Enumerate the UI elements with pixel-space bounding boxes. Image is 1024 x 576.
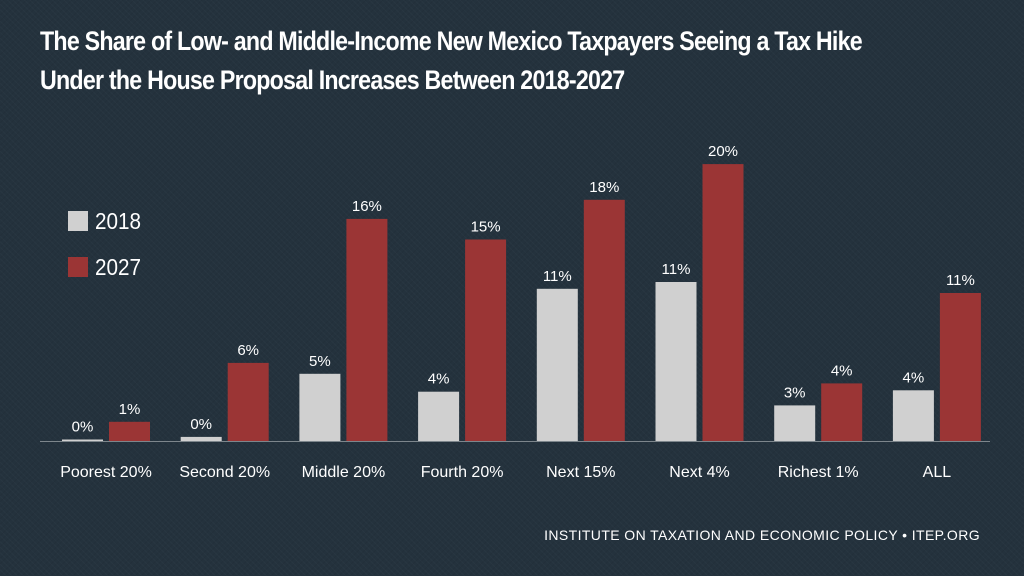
value-label-2027-poorest-20pct: 1% bbox=[119, 401, 141, 418]
legend-swatch-2018 bbox=[68, 211, 88, 231]
value-label-2027-middle-20pct: 16% bbox=[352, 198, 382, 215]
category-labels-group: Poorest 20% Second 20% Middle 20% Fourth 20… bbox=[60, 464, 951, 481]
legend-item-2018: 2018 bbox=[68, 206, 146, 236]
bar-2027-poorest-20pct bbox=[109, 421, 150, 441]
bars-group bbox=[62, 164, 981, 441]
value-label-2018-fourth-20pct: 4% bbox=[428, 371, 450, 388]
value-label-2027-next-15pct: 18% bbox=[589, 179, 619, 196]
category-label-next-4pct: Next 4% bbox=[669, 464, 729, 481]
value-label-2018-richest-1pct: 3% bbox=[784, 384, 806, 401]
chart-legend: 2018 2027 bbox=[68, 206, 146, 298]
bar-2018-poorest-20pct bbox=[62, 439, 103, 441]
value-labels-group: 0% 1% 0% 6% 5% 16% 4% 15% 11% 18% 11% 20% 3% 4% 4% 11% bbox=[72, 143, 975, 435]
category-label-middle-20pct: Middle 20% bbox=[302, 464, 386, 481]
bar-2027-next-4pct bbox=[702, 164, 744, 441]
legend-label-2027: 2027 bbox=[95, 253, 142, 280]
chart-title-line-1: The Share of Low- and Middle-Income New … bbox=[40, 26, 863, 56]
source-footer: INSTITUTE ON TAXATION AND ECONOMIC POLIC… bbox=[544, 527, 980, 543]
value-label-2018-poorest-20pct: 0% bbox=[72, 419, 94, 436]
bar-2018-fourth-20pct bbox=[418, 391, 460, 441]
bar-2018-next-4pct bbox=[655, 282, 697, 441]
value-label-2018-all: 4% bbox=[903, 369, 925, 386]
legend-swatch-2027 bbox=[68, 257, 88, 277]
value-label-2027-richest-1pct: 4% bbox=[831, 362, 853, 379]
bar-2018-all bbox=[892, 390, 934, 441]
bar-2027-richest-1pct bbox=[821, 383, 863, 441]
value-label-2018-middle-20pct: 5% bbox=[309, 353, 331, 370]
bar-2027-next-15pct bbox=[583, 199, 625, 441]
category-label-poorest-20pct: Poorest 20% bbox=[60, 464, 152, 481]
bar-2027-middle-20pct bbox=[346, 218, 388, 441]
value-label-2018-next-15pct: 11% bbox=[543, 268, 572, 285]
category-label-second-20pct: Second 20% bbox=[179, 464, 270, 481]
bar-2027-second-20pct bbox=[227, 362, 269, 441]
chart-title-line-2: Under the House Proposal Increases Betwe… bbox=[40, 65, 625, 95]
bar-2018-second-20pct bbox=[180, 436, 222, 441]
value-label-2018-next-4pct: 11% bbox=[662, 261, 691, 278]
legend-item-2027: 2027 bbox=[68, 252, 146, 282]
category-label-fourth-20pct: Fourth 20% bbox=[421, 464, 504, 481]
bar-2027-fourth-20pct bbox=[465, 239, 507, 441]
value-label-2027-next-4pct: 20% bbox=[708, 143, 738, 160]
bar-2027-all bbox=[939, 293, 981, 441]
chart-title: The Share of Low- and Middle-Income New … bbox=[40, 22, 866, 100]
bar-2018-richest-1pct bbox=[774, 405, 816, 441]
category-label-all: ALL bbox=[923, 464, 952, 481]
bar-2018-middle-20pct bbox=[299, 373, 341, 441]
value-label-2027-second-20pct: 6% bbox=[237, 342, 259, 359]
category-label-next-15pct: Next 15% bbox=[546, 464, 615, 481]
bar-2018-next-15pct bbox=[536, 288, 578, 441]
category-label-richest-1pct: Richest 1% bbox=[778, 464, 859, 481]
value-label-2027-all: 11% bbox=[946, 272, 975, 289]
value-label-2018-second-20pct: 0% bbox=[190, 416, 212, 433]
value-label-2027-fourth-20pct: 15% bbox=[471, 219, 501, 236]
legend-label-2018: 2018 bbox=[95, 207, 142, 234]
